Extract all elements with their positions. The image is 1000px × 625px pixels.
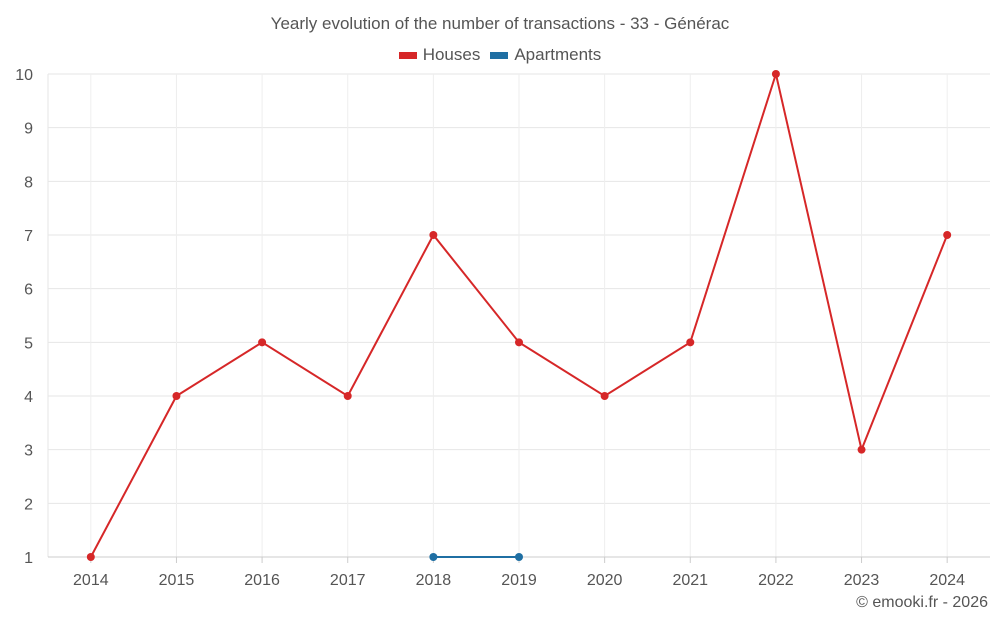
x-tick-label: 2015 — [159, 572, 195, 589]
data-point-houses[interactable] — [172, 392, 181, 400]
x-tick-label: 2018 — [416, 572, 452, 589]
data-point-houses[interactable] — [429, 231, 438, 239]
data-point-houses[interactable] — [857, 445, 866, 454]
legend-swatch-houses — [398, 51, 417, 59]
x-tick-label: 2022 — [758, 572, 794, 589]
x-axis: 2014 2015 2016 2017 2018 2019 2020 2021 2022 2023… — [48, 556, 990, 589]
data-point-apartments[interactable] — [429, 553, 438, 561]
y-tick-label: 10 — [15, 67, 33, 84]
data-point-houses[interactable] — [86, 553, 95, 561]
grid-lines — [47, 73, 990, 558]
data-point-houses[interactable] — [943, 231, 952, 239]
data-point-houses[interactable] — [258, 338, 267, 347]
x-tick-label: 2021 — [672, 572, 708, 589]
data-point-houses[interactable] — [771, 70, 780, 78]
y-tick-label: 1 — [24, 550, 33, 567]
x-tick-label: 2014 — [73, 572, 109, 589]
data-point-houses[interactable] — [515, 338, 523, 347]
y-tick-label: 3 — [24, 443, 33, 460]
x-tick-label: 2017 — [330, 572, 366, 589]
y-tick-label: 6 — [24, 282, 33, 299]
legend-item-houses[interactable]: Houses — [398, 45, 481, 65]
chart-title: Yearly evolution of the number of transa… — [270, 14, 730, 33]
series-group — [86, 70, 952, 561]
y-tick-label: 5 — [24, 335, 33, 352]
x-tick-label: 2024 — [929, 572, 965, 589]
data-point-apartments[interactable] — [515, 553, 523, 561]
legend-swatch-apartments — [490, 51, 509, 59]
y-tick-label: 8 — [24, 174, 33, 191]
x-tick-label: 2016 — [244, 572, 280, 589]
y-axis: 1 2 3 4 5 6 7 8 9 10 — [15, 67, 33, 567]
y-tick-label: 9 — [24, 121, 33, 138]
x-tick-label: 2023 — [844, 572, 880, 589]
data-point-houses[interactable] — [343, 392, 352, 400]
y-tick-label: 4 — [24, 389, 33, 406]
legend-item-apartments[interactable]: Apartments — [490, 45, 601, 65]
x-tick-label: 2020 — [587, 572, 623, 589]
y-tick-label: 2 — [24, 496, 33, 513]
y-tick-label: 7 — [24, 228, 33, 245]
x-tick-label: 2019 — [501, 572, 537, 589]
legend-label-houses: Houses — [422, 45, 481, 64]
credit-text: © emooki.fr - 2026 — [856, 594, 988, 611]
data-point-houses[interactable] — [600, 392, 609, 400]
legend-label-apartments: Apartments — [514, 45, 602, 64]
data-point-houses[interactable] — [686, 338, 695, 347]
legend: Houses Apartments — [0, 45, 1000, 65]
